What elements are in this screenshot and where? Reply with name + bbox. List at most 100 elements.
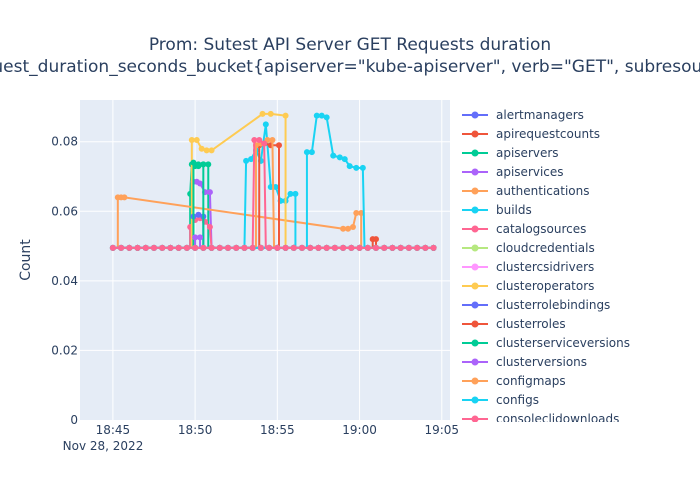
data-point <box>200 244 207 251</box>
data-point <box>175 244 182 251</box>
data-point <box>203 147 210 154</box>
data-point <box>348 244 355 251</box>
data-point <box>307 244 314 251</box>
data-point <box>272 183 279 190</box>
data-point <box>336 154 343 161</box>
data-point <box>190 159 197 166</box>
data-point <box>262 121 269 128</box>
legend-swatch-marker <box>471 187 479 195</box>
data-point <box>216 244 223 251</box>
y-tick-label: 0.08 <box>51 135 78 149</box>
data-point <box>192 244 199 251</box>
legend-label: apiservers <box>496 146 559 160</box>
data-point <box>414 244 421 251</box>
data-point <box>200 161 207 168</box>
data-point <box>282 112 289 119</box>
legend-item[interactable]: clusteroperators <box>462 279 594 293</box>
legend-swatch-marker <box>471 358 479 366</box>
legend-item[interactable]: clusterversions <box>462 355 587 369</box>
legend-swatch-marker <box>471 168 479 176</box>
legend-label: configmaps <box>496 374 566 388</box>
legend-label: catalogsources <box>496 222 586 236</box>
data-point <box>353 164 360 171</box>
data-point <box>257 244 264 251</box>
data-point <box>422 244 429 251</box>
x-tick-label: 18:45 <box>96 423 131 437</box>
legend-label: apiservices <box>496 165 564 179</box>
y-tick-label: 0.02 <box>51 343 78 357</box>
data-point <box>359 164 366 171</box>
series-layer <box>109 110 437 251</box>
legend-label: consoleclidownloads <box>496 412 619 426</box>
legend-item[interactable]: apiservers <box>462 146 559 160</box>
data-point <box>318 112 325 119</box>
legend-item[interactable]: catalogsources <box>462 222 586 236</box>
data-point <box>323 244 330 251</box>
data-point <box>121 194 128 201</box>
legend[interactable]: alertmanagers apirequestcounts apiservers a… <box>462 108 630 426</box>
data-point <box>151 244 157 251</box>
y-axis-ticks: 0 0.02 0.04 0.06 0.08 <box>51 135 78 427</box>
legend-swatch-marker <box>471 130 479 138</box>
x-axis-ticks: 18:45 18:50 18:55 19:00 19:05 <box>96 423 459 437</box>
legend-item[interactable]: builds <box>462 203 532 217</box>
data-point <box>261 140 268 147</box>
legend-label: clusteroperators <box>496 279 594 293</box>
data-point <box>193 137 200 143</box>
data-point <box>205 161 212 168</box>
y-tick-label: 0.04 <box>51 274 78 288</box>
legend-item[interactable]: configmaps <box>462 374 566 388</box>
data-point <box>313 112 320 119</box>
y-axis-title: Count <box>18 239 34 281</box>
data-point <box>251 137 258 143</box>
legend-item[interactable]: authentications <box>462 184 590 198</box>
x-tick-label: 18:55 <box>260 423 295 437</box>
legend-item[interactable]: clusterrolebindings <box>462 298 610 312</box>
legend-item[interactable]: clusterroles <box>462 317 566 331</box>
data-point <box>118 244 125 251</box>
legend-label: authentications <box>496 184 590 198</box>
data-point <box>198 145 205 152</box>
legend-swatch-marker <box>471 111 479 119</box>
legend-swatch-marker <box>471 377 479 385</box>
data-point <box>266 244 273 251</box>
data-point <box>405 244 412 251</box>
data-point <box>206 189 213 196</box>
data-point <box>331 244 338 251</box>
data-point <box>267 110 274 117</box>
data-point <box>430 244 437 251</box>
legend-item[interactable]: apiservices <box>462 165 564 179</box>
data-point <box>303 149 310 156</box>
data-point <box>353 210 360 217</box>
legend-label: clusterserviceversions <box>496 336 630 350</box>
legend-label: cloudcredentials <box>496 241 595 255</box>
data-point <box>358 210 365 217</box>
data-point <box>195 211 202 218</box>
data-point <box>274 244 281 251</box>
legend-item[interactable]: clustercsidrivers <box>462 260 594 274</box>
data-point <box>241 244 248 251</box>
y-tick-label: 0.06 <box>51 204 78 218</box>
data-point <box>356 244 363 251</box>
legend-item[interactable]: clusterserviceversions <box>462 336 630 350</box>
legend-label: builds <box>496 203 532 217</box>
data-point <box>206 223 213 230</box>
legend-item[interactable]: configs <box>462 393 539 407</box>
legend-item[interactable]: cloudcredentials <box>462 241 595 255</box>
legend-label: clustercsidrivers <box>496 260 594 274</box>
legend-swatch-marker <box>471 244 479 252</box>
data-point <box>373 236 379 243</box>
data-point <box>330 152 337 159</box>
data-point <box>126 244 133 251</box>
legend-item[interactable]: alertmanagers <box>462 108 584 122</box>
data-point <box>167 244 174 251</box>
data-point <box>299 244 305 251</box>
x-tick-label: 19:05 <box>424 423 459 437</box>
legend-item[interactable]: apirequestcounts <box>462 127 600 141</box>
legend-item[interactable]: consoleclidownloads <box>462 412 619 426</box>
legend-swatch-marker <box>471 149 479 157</box>
data-point <box>275 142 282 149</box>
data-point <box>290 244 297 251</box>
chart-title-line-1: Prom: Sutest API Server GET Requests dur… <box>149 35 551 55</box>
data-point <box>287 190 294 197</box>
